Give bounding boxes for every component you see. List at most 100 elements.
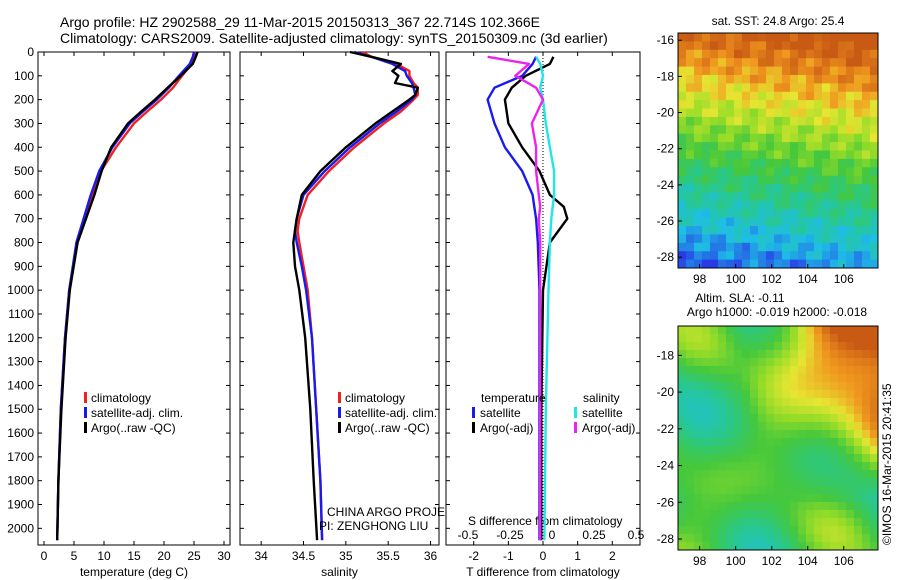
y-tick-label: 1100 <box>8 307 34 321</box>
map-cell <box>734 502 743 511</box>
top-tick-label: 0.25 <box>582 528 606 542</box>
map-cell <box>750 342 759 351</box>
map-cell <box>702 234 711 244</box>
map-cell <box>766 430 775 439</box>
x-tick-label: 15 <box>127 549 141 563</box>
map-cell <box>750 133 759 143</box>
map-cell <box>870 49 879 59</box>
map-cell <box>702 390 711 399</box>
map-cell <box>758 526 767 535</box>
map-cell <box>750 91 759 101</box>
map-cell <box>782 382 791 391</box>
map-cell <box>774 374 783 383</box>
map-cell <box>774 358 783 367</box>
map-cell <box>814 133 823 143</box>
map-cell <box>806 74 815 84</box>
map-cell <box>806 251 815 260</box>
map-cell <box>766 125 775 135</box>
map-cell <box>822 494 831 503</box>
plot-frame <box>239 51 440 546</box>
map-cell <box>718 358 727 367</box>
map-cell <box>702 184 711 193</box>
map-cell <box>734 49 743 59</box>
map-cell <box>774 406 783 415</box>
map-cell <box>678 358 687 367</box>
map-cell <box>718 167 727 177</box>
map-cell <box>742 91 751 101</box>
map-cell <box>862 414 871 423</box>
map-cell <box>798 217 807 227</box>
map-cell <box>854 175 863 185</box>
sst-map: 98 100 102 104 106-16-18-20-22-24-26-28sat. … <box>657 14 879 286</box>
map-cell <box>870 510 879 519</box>
map-cell <box>678 234 687 244</box>
map-cell <box>766 142 775 151</box>
map-cell <box>862 366 871 375</box>
map-cell <box>750 454 759 463</box>
map-cell <box>734 116 743 126</box>
map-cell <box>782 142 791 151</box>
map-cell <box>678 91 687 101</box>
map-cell <box>694 510 703 519</box>
figure-title-line1: Argo profile: HZ 2902588_29 11-Mar-2015 … <box>60 14 540 30</box>
map-cell <box>798 542 807 551</box>
map-cell <box>830 192 839 202</box>
map-title: sat. SST: 24.8 Argo: 25.4 <box>712 14 845 28</box>
map-cell <box>782 534 791 543</box>
map-cell <box>710 83 719 93</box>
map-cell <box>782 234 791 244</box>
map-cell <box>710 234 719 244</box>
map-cell <box>686 486 695 495</box>
map-cell <box>846 430 855 439</box>
map-cell <box>862 116 871 126</box>
map-cell <box>702 150 711 160</box>
map-cell <box>798 494 807 503</box>
map-cell <box>734 382 743 391</box>
map-cell <box>758 167 767 177</box>
map-cell <box>846 33 855 42</box>
map-cell <box>806 184 815 193</box>
map-cell <box>798 242 807 252</box>
map-cell <box>758 430 767 439</box>
legend-label: satellite-adj. clim. <box>345 406 437 420</box>
x-axis-label: temperature (deg C) <box>80 565 188 579</box>
map-cell <box>686 125 695 135</box>
map-cell <box>790 74 799 84</box>
map-cell <box>686 259 695 269</box>
map-cell <box>790 430 799 439</box>
map-cell <box>790 66 799 76</box>
map-cell <box>766 366 775 375</box>
map-cell <box>766 470 775 479</box>
map-cell <box>742 142 751 151</box>
map-cell <box>790 209 799 219</box>
map-cell <box>838 150 847 160</box>
map-cell <box>870 430 879 439</box>
map-cell <box>854 49 863 59</box>
map-cell <box>742 167 751 177</box>
map-cell <box>718 158 727 168</box>
map-cell <box>854 226 863 235</box>
map-cell <box>790 133 799 143</box>
map-cell <box>758 510 767 519</box>
map-cell <box>766 414 775 423</box>
map-cell <box>830 83 839 93</box>
map-cell <box>814 33 823 42</box>
map-cell <box>822 534 831 543</box>
map-cell <box>774 526 783 535</box>
map-cell <box>822 234 831 244</box>
map-cell <box>702 542 711 551</box>
pi-text: PI: ZENGHONG LIU <box>319 519 428 533</box>
map-cell <box>870 382 879 391</box>
map-cell <box>750 125 759 135</box>
series-line-argo-raw-qc- <box>292 50 419 541</box>
map-cell <box>798 510 807 519</box>
map-cell <box>862 374 871 383</box>
map-cell <box>782 158 791 168</box>
map-cell <box>702 33 711 42</box>
map-cell <box>838 406 847 415</box>
map-cell <box>710 438 719 447</box>
map-cell <box>814 478 823 487</box>
map-cell <box>774 58 783 67</box>
map-cell <box>822 167 831 177</box>
